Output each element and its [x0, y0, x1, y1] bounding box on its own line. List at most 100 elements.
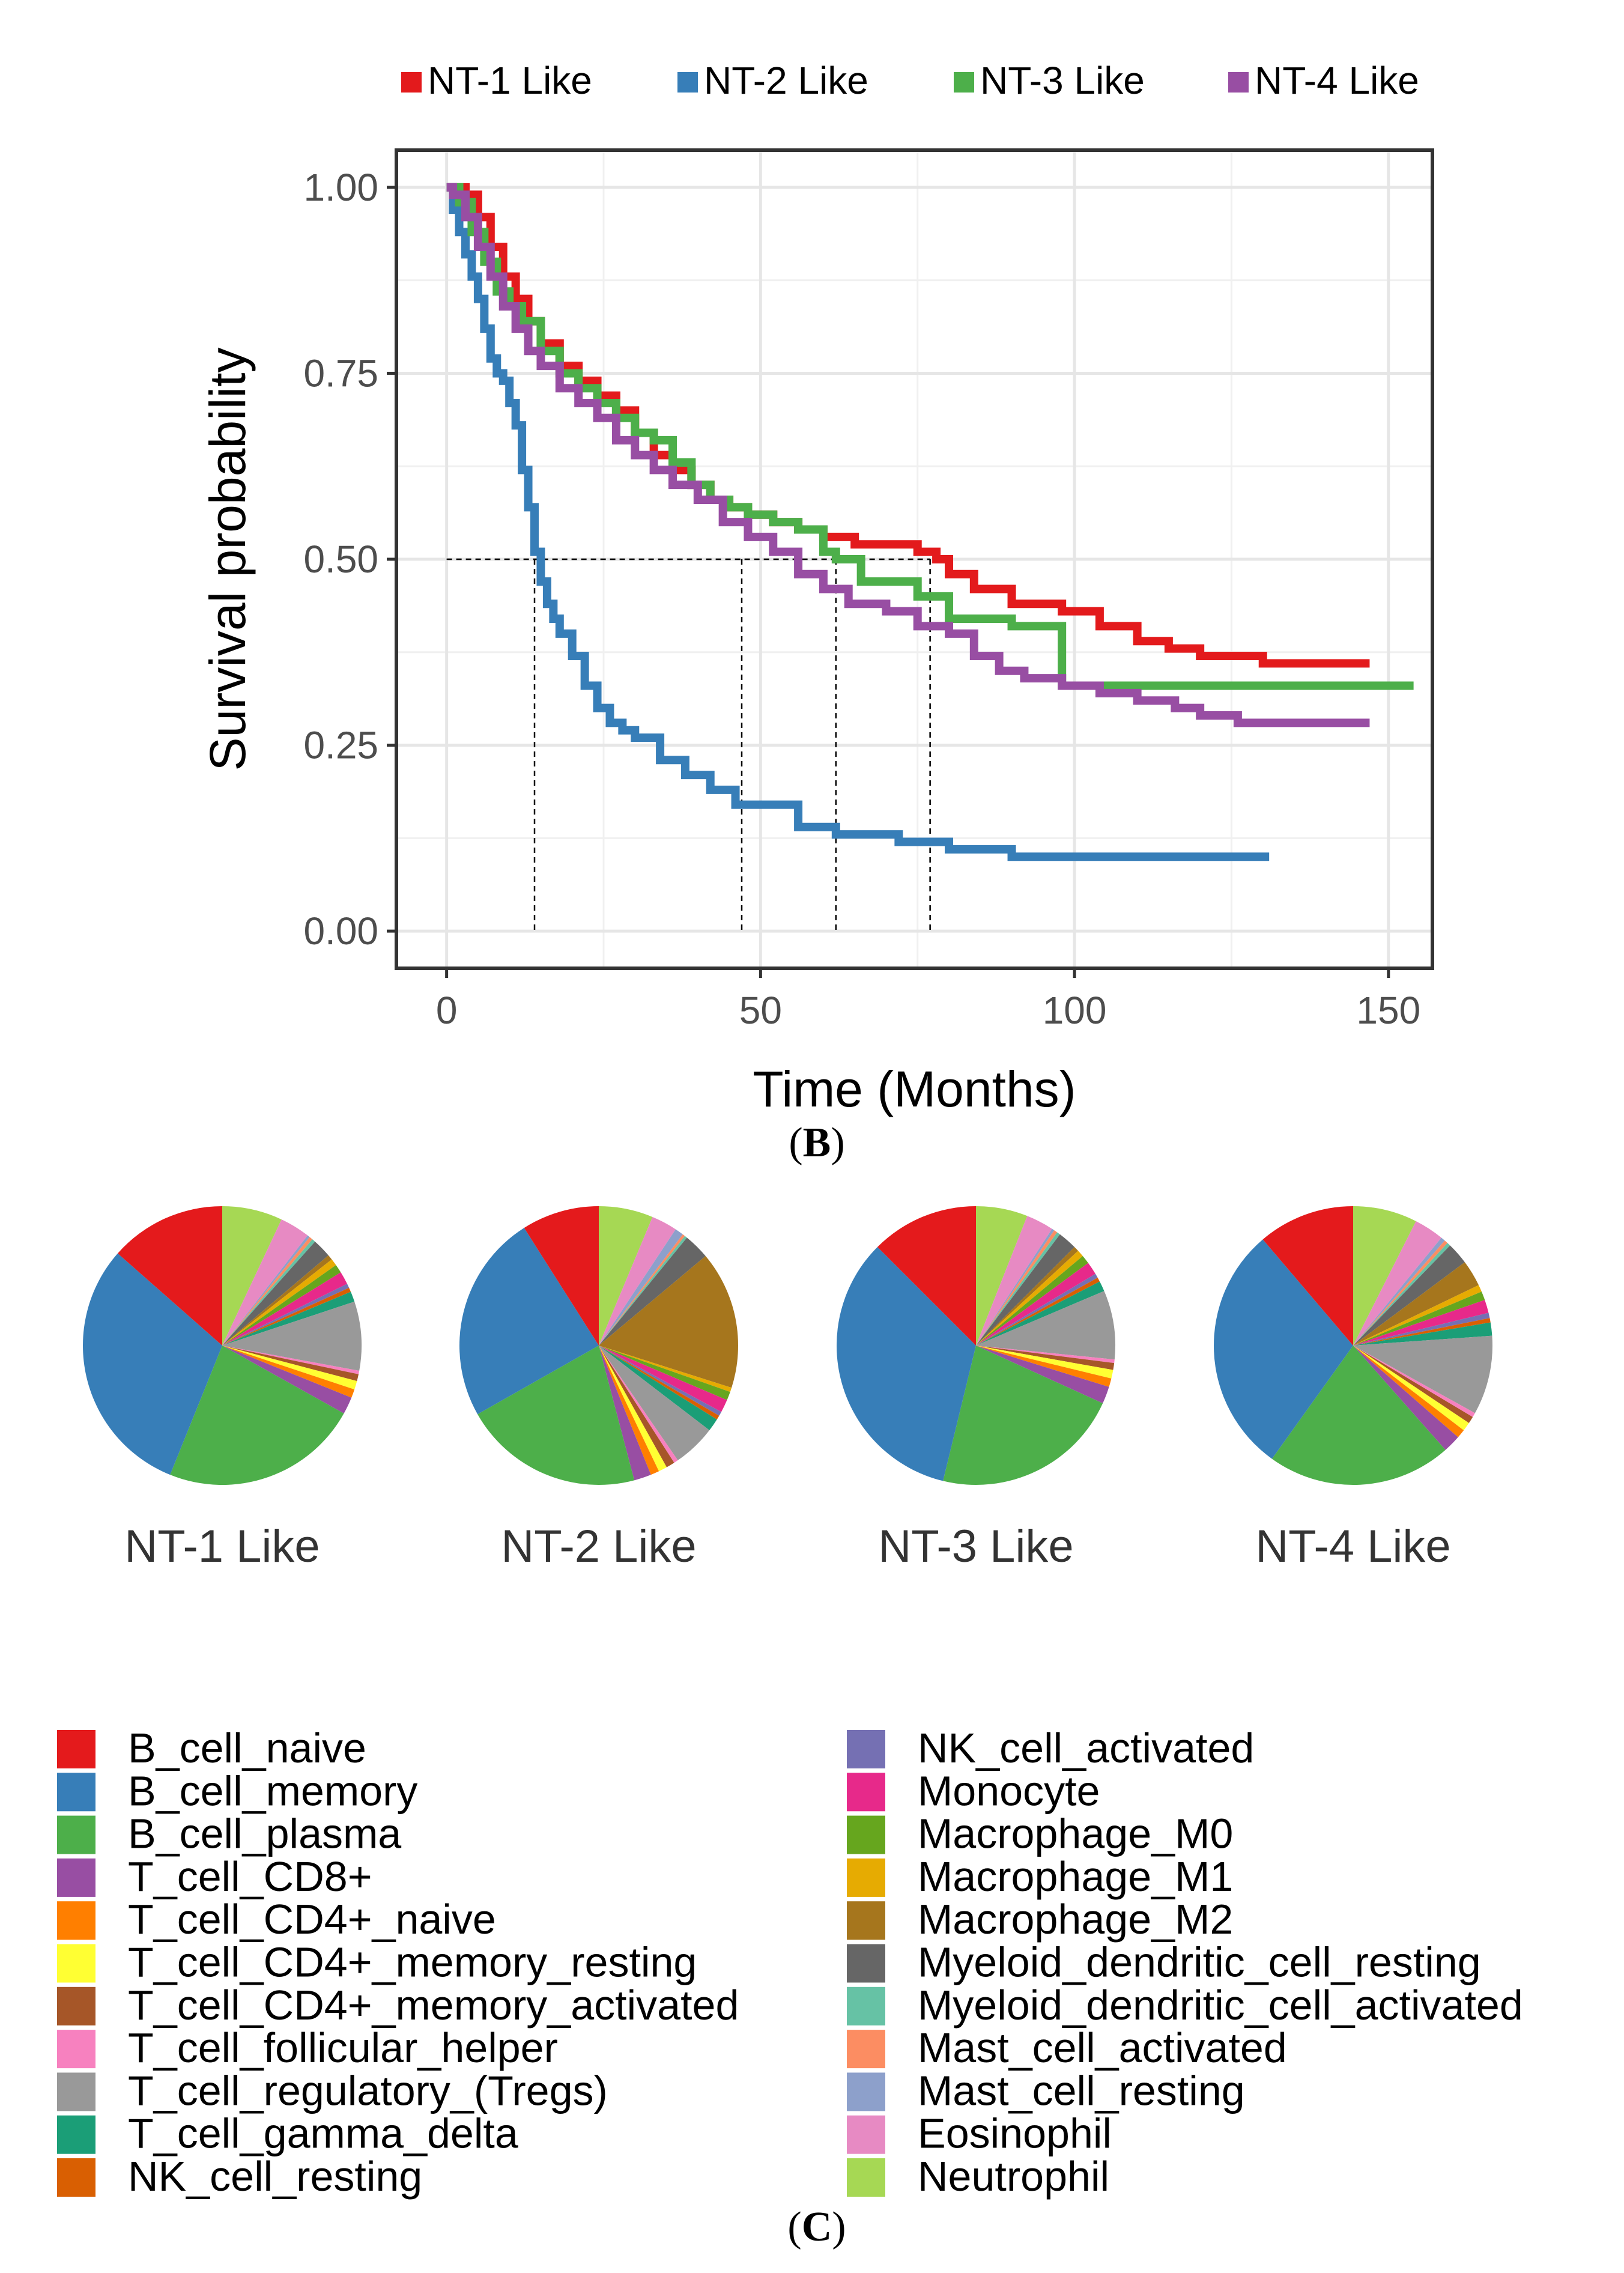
pie-slice-t-cell-cd8 — [222, 1346, 352, 1414]
km-curves — [446, 183, 1414, 861]
legend-item-macrophage-m0: Macrophage_M0 — [847, 1810, 1233, 1857]
pie-label: NT-2 Like — [501, 1521, 696, 1572]
legend-item-nt-1-like: NT-1 Like — [401, 59, 592, 102]
pie-slice-t-cell-cd4-memory-resting — [222, 1346, 357, 1390]
legend-item-myeloid-dendritic-cell-resting: Myeloid_dendritic_cell_resting — [847, 1939, 1481, 1986]
pie-slice-macrophage-m2 — [1353, 1262, 1479, 1346]
legend-swatch — [57, 1730, 95, 1768]
pie-slice-nk-cell-activated — [222, 1284, 350, 1346]
pie-slice-macrophage-m1 — [222, 1259, 336, 1346]
pie-slice-neutrophil — [599, 1206, 653, 1346]
legend-item-t-cell-regulatory-tregs: T_cell_regulatory_(Tregs) — [57, 2067, 608, 2114]
pie-slice-myeloid-dendritic-cell-resting — [976, 1234, 1075, 1346]
pie-slice-nk-cell-resting — [1353, 1318, 1491, 1346]
legend-label: T_cell_follicular_helper — [128, 2024, 558, 2071]
pie-slice-b-cell-naive — [117, 1206, 222, 1346]
legend-label: Macrophage_M0 — [918, 1810, 1233, 1857]
legend-item-macrophage-m2: Macrophage_M2 — [847, 1896, 1233, 1943]
legend-swatch — [847, 1815, 885, 1854]
legend-item-t-cell-cd4-memory-activated: T_cell_CD4+_memory_activated — [57, 1982, 739, 2029]
legend-label: T_cell_CD4+_memory_resting — [128, 1939, 697, 1986]
pie-slice-nk-cell-resting — [976, 1277, 1100, 1346]
legend-item-macrophage-m1: Macrophage_M1 — [847, 1853, 1233, 1900]
legend-label: T_cell_CD8+ — [128, 1853, 372, 1900]
pie-slice-t-cell-gamma-delta — [599, 1346, 717, 1431]
survival-curve-nt-2-like — [446, 183, 1270, 861]
pie-slice-t-cell-cd4-naive — [1353, 1346, 1464, 1437]
legend-item-neutrophil: Neutrophil — [847, 2153, 1109, 2200]
legend-label: Mast_cell_activated — [918, 2024, 1287, 2071]
pie-slice-t-cell-follicular-helper — [222, 1346, 360, 1374]
legend-label: Neutrophil — [918, 2153, 1109, 2200]
legend-item-eosinophil: Eosinophil — [847, 2110, 1112, 2157]
legend-label: Eosinophil — [918, 2110, 1112, 2157]
x-axis-label: Time (Months) — [753, 1061, 1076, 1117]
pie-slice-macrophage-m0 — [599, 1346, 730, 1400]
legend-swatch — [57, 1858, 95, 1897]
pie-slice-b-cell-naive — [1262, 1206, 1353, 1346]
pie-slice-t-cell-cd4-memory-activated — [222, 1346, 359, 1382]
km-grid — [396, 150, 1432, 968]
pie-slice-mast-cell-activated — [599, 1234, 685, 1346]
pie-slice-t-cell-cd8 — [976, 1346, 1109, 1404]
legend-swatch — [847, 1773, 885, 1812]
pie-slice-myeloid-dendritic-cell-resting — [599, 1237, 706, 1346]
panel-label-b-letter: B — [803, 1120, 831, 1166]
pie-slice-monocyte — [1353, 1300, 1489, 1346]
survival-curve-nt-4-like — [446, 183, 1370, 727]
x-tick-label: 0 — [436, 989, 458, 1032]
legend-swatch — [57, 2158, 95, 2197]
legend-label: NT-2 Like — [704, 59, 868, 102]
legend-item-mast-cell-resting: Mast_cell_resting — [847, 2067, 1245, 2114]
legend-swatch — [847, 2158, 885, 2197]
pie-slice-nk-cell-activated — [1353, 1313, 1490, 1346]
pie-slice-t-cell-cd4-naive — [222, 1346, 355, 1398]
pie-charts: NT-1 Like NT-2 Like NT-3 Like NT-4 Like — [82, 1206, 1492, 1572]
legend-item-b-cell-plasma: B_cell_plasma — [57, 1810, 401, 1857]
km-legend: NT-1 Like NT-2 Like NT-3 Like NT-4 Like — [401, 59, 1419, 102]
pie-slice-t-cell-regulatory-tregs — [976, 1291, 1115, 1360]
pie-slice-nk-cell-activated — [599, 1346, 722, 1416]
survival-chart: NT-1 Like NT-2 Like NT-3 Like NT-4 Like 0 50… — [199, 59, 1434, 1117]
legend-item-t-cell-cd4-memory-resting: T_cell_CD4+_memory_resting — [57, 1939, 697, 1986]
pie-slice-macrophage-m2 — [599, 1255, 738, 1388]
pie-slice-neutrophil — [222, 1206, 282, 1346]
pie-slice-nk-cell-resting — [222, 1287, 351, 1346]
pie-slice-b-cell-plasma — [943, 1346, 1103, 1485]
pie-slice-t-cell-follicular-helper — [1353, 1346, 1475, 1417]
pie-slice-b-cell-naive — [877, 1206, 976, 1346]
pie-slice-t-cell-cd8 — [1353, 1346, 1458, 1450]
km-median-lines — [446, 558, 931, 932]
legend-label: Monocyte — [918, 1767, 1100, 1814]
pie-nt-4-like: NT-4 Like — [1214, 1206, 1492, 1572]
legend-label: NT-4 Like — [1255, 59, 1419, 102]
panel-label-c: (C) — [787, 2204, 846, 2250]
pie-label: NT-3 Like — [878, 1521, 1073, 1572]
pie-slice-macrophage-m1 — [599, 1346, 732, 1392]
legend-swatch — [57, 1986, 95, 2026]
pie-slice-nk-cell-resting — [599, 1346, 720, 1420]
pie-slice-b-cell-naive — [524, 1206, 599, 1346]
pie-slice-macrophage-m0 — [976, 1255, 1088, 1346]
legend-swatch — [401, 72, 422, 93]
legend-label: NT-3 Like — [980, 59, 1145, 102]
pie-slice-t-cell-regulatory-tregs — [222, 1301, 362, 1371]
pie-slice-eosinophil — [976, 1216, 1052, 1346]
legend-item-t-cell-follicular-helper: T_cell_follicular_helper — [57, 2024, 558, 2071]
pie-slice-eosinophil — [599, 1216, 676, 1346]
legend-swatch — [847, 1730, 885, 1768]
pie-slice-t-cell-cd8 — [599, 1346, 651, 1481]
x-tick-label: 150 — [1356, 989, 1420, 1032]
pie-slice-t-cell-follicular-helper — [599, 1346, 678, 1463]
pie-label: NT-1 Like — [124, 1521, 320, 1572]
legend-item-nt-3-like: NT-3 Like — [954, 59, 1145, 102]
pie-label: NT-4 Like — [1255, 1521, 1450, 1572]
pie-slice-mast-cell-activated — [976, 1230, 1058, 1346]
pie-slice-t-cell-cd4-memory-activated — [599, 1346, 674, 1467]
legend-label: T_cell_gamma_delta — [128, 2110, 518, 2157]
pie-slice-t-cell-cd4-memory-resting — [976, 1346, 1113, 1379]
pie-slice-b-cell-plasma — [477, 1346, 635, 1485]
legend-label: T_cell_CD4+_naive — [128, 1896, 496, 1943]
pie-slice-t-cell-gamma-delta — [222, 1291, 355, 1346]
panel-label-c-letter: C — [802, 2204, 832, 2250]
